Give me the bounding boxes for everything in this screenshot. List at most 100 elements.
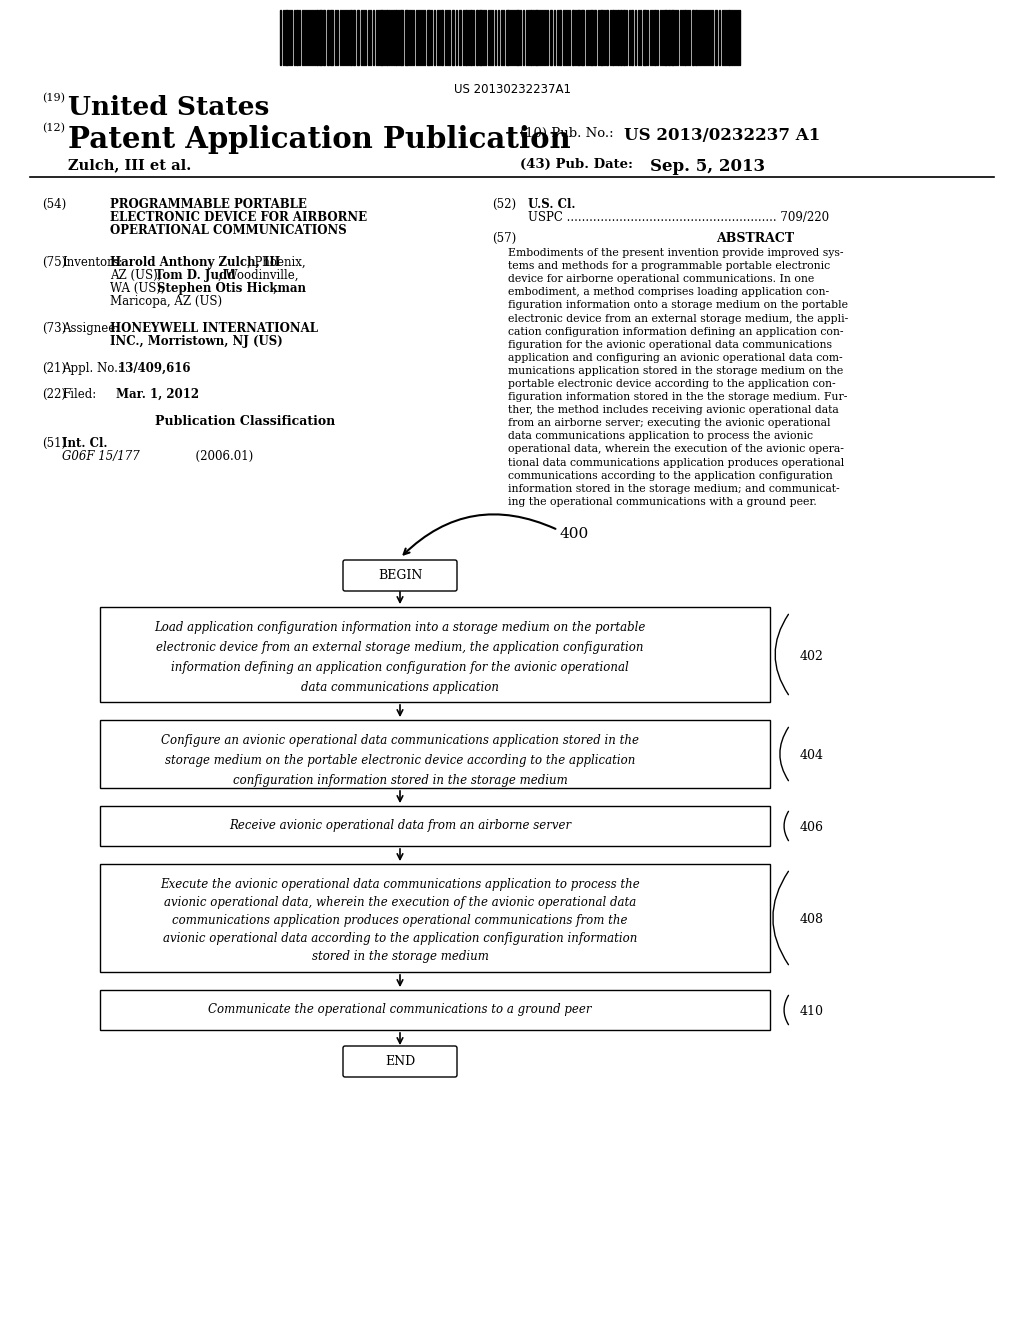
Text: USPC ........................................................ 709/220: USPC ...................................…	[528, 211, 829, 224]
Text: WA (US);: WA (US);	[110, 282, 169, 294]
Bar	[327, 11, 329, 65]
Bar	[100, 607, 770, 702]
Bar	[559, 11, 561, 65]
Text: Zulch, III et al.: Zulch, III et al.	[68, 158, 191, 172]
Text: BEGIN: BEGIN	[378, 569, 422, 582]
Bar	[664, 11, 667, 65]
Bar	[479, 11, 482, 65]
Text: (75): (75)	[42, 256, 67, 269]
Bar	[465, 11, 467, 65]
Bar	[296, 11, 298, 65]
Bar	[100, 865, 770, 972]
Bar	[643, 11, 646, 65]
Bar	[668, 11, 670, 65]
Text: information stored in the storage medium; and communicat-: information stored in the storage medium…	[508, 484, 840, 494]
Text: Stephen Otis Hickman: Stephen Otis Hickman	[157, 282, 306, 294]
Bar	[516, 11, 519, 65]
Text: HONEYWELL INTERNATIONAL: HONEYWELL INTERNATIONAL	[110, 322, 318, 335]
Text: avionic operational data according to the application configuration information: avionic operational data according to th…	[163, 932, 637, 945]
Bar	[684, 11, 686, 65]
Text: Int. Cl.: Int. Cl.	[62, 437, 108, 450]
Bar	[506, 11, 509, 65]
Bar	[695, 11, 697, 65]
Text: munications application stored in the storage medium on the: munications application stored in the st…	[508, 366, 843, 376]
Text: electronic device from an external storage medium, the appli-: electronic device from an external stora…	[508, 314, 848, 323]
Text: avionic operational data, wherein the execution of the avionic operational data: avionic operational data, wherein the ex…	[164, 896, 636, 909]
Bar	[395, 11, 397, 65]
FancyBboxPatch shape	[343, 560, 457, 591]
Text: figuration information onto a storage medium on the portable: figuration information onto a storage me…	[508, 301, 848, 310]
Bar	[692, 11, 694, 65]
Text: Maricopa, AZ (US): Maricopa, AZ (US)	[110, 294, 222, 308]
Text: (22): (22)	[42, 388, 66, 401]
Text: 410: 410	[800, 1005, 824, 1018]
Text: US 2013/0232237 A1: US 2013/0232237 A1	[624, 127, 820, 144]
Text: communications application produces operational communications from the: communications application produces oper…	[172, 913, 628, 927]
Text: from an airborne server; executing the avionic operational: from an airborne server; executing the a…	[508, 418, 830, 428]
Bar	[452, 11, 454, 65]
Text: (21): (21)	[42, 362, 66, 375]
Text: tems and methods for a programmable portable electronic: tems and methods for a programmable port…	[508, 261, 830, 271]
Text: (2006.01): (2006.01)	[158, 450, 253, 463]
Bar	[623, 11, 625, 65]
Text: Filed:: Filed:	[62, 388, 96, 401]
Text: U.S. Cl.: U.S. Cl.	[528, 198, 575, 211]
Bar	[572, 11, 574, 65]
Bar	[100, 719, 770, 788]
Bar	[671, 11, 674, 65]
Bar	[530, 11, 532, 65]
Bar	[441, 11, 443, 65]
Text: figuration for the avionic operational data communications: figuration for the avionic operational d…	[508, 339, 831, 350]
Text: , Phoenix,: , Phoenix,	[247, 256, 305, 269]
Bar	[100, 990, 770, 1030]
Text: (19): (19)	[42, 92, 65, 103]
Text: PROGRAMMABLE PORTABLE: PROGRAMMABLE PORTABLE	[110, 198, 307, 211]
Bar	[470, 11, 472, 65]
Bar	[380, 11, 383, 65]
Text: storage medium on the portable electronic device according to the application: storage medium on the portable electroni…	[165, 754, 635, 767]
Bar	[323, 11, 325, 65]
Bar	[581, 11, 584, 65]
Bar	[715, 11, 717, 65]
Text: Receive avionic operational data from an airborne server: Receive avionic operational data from an…	[229, 820, 571, 833]
Text: 408: 408	[800, 913, 824, 927]
Text: Publication Classification: Publication Classification	[155, 414, 335, 428]
Text: 400: 400	[560, 527, 589, 541]
Text: Execute the avionic operational data communications application to process the: Execute the avionic operational data com…	[160, 878, 640, 891]
Bar	[550, 11, 552, 65]
Bar	[406, 11, 408, 65]
Text: G06F 15/177: G06F 15/177	[62, 450, 139, 463]
Text: portable electronic device according to the application con-: portable electronic device according to …	[508, 379, 836, 389]
Text: (52): (52)	[492, 198, 516, 211]
Text: (57): (57)	[492, 232, 516, 246]
Text: (43) Pub. Date:: (43) Pub. Date:	[520, 158, 633, 172]
Bar	[319, 11, 322, 65]
Text: stored in the storage medium: stored in the storage medium	[311, 950, 488, 964]
Bar	[330, 11, 333, 65]
Text: ELECTRONIC DEVICE FOR AIRBORNE: ELECTRONIC DEVICE FOR AIRBORNE	[110, 211, 368, 224]
Bar	[535, 11, 538, 65]
Text: device for airborne operational communications. In one: device for airborne operational communic…	[508, 275, 814, 284]
Text: ther, the method includes receiving avionic operational data: ther, the method includes receiving avio…	[508, 405, 839, 416]
Bar	[316, 11, 318, 65]
Text: electronic device from an external storage medium, the application configuration: electronic device from an external stora…	[157, 642, 644, 653]
Text: Appl. No.:: Appl. No.:	[62, 362, 126, 375]
Text: OPERATIONAL COMMUNICATIONS: OPERATIONAL COMMUNICATIONS	[110, 224, 347, 238]
Bar	[386, 11, 388, 65]
Bar	[400, 11, 403, 65]
Text: Embodiments of the present invention provide improved sys-: Embodiments of the present invention pro…	[508, 248, 844, 257]
Text: US 20130232237A1: US 20130232237A1	[454, 83, 570, 96]
Bar	[594, 11, 596, 65]
Bar	[427, 11, 430, 65]
Text: Tom D. Judd: Tom D. Judd	[155, 269, 236, 282]
Text: Mar. 1, 2012: Mar. 1, 2012	[116, 388, 199, 401]
Bar	[459, 11, 461, 65]
Bar	[350, 11, 352, 65]
Bar	[590, 11, 593, 65]
Text: figuration information stored in the the storage medium. Fur-: figuration information stored in the the…	[508, 392, 848, 403]
Text: information defining an application configuration for the avionic operational: information defining an application conf…	[171, 661, 629, 675]
Text: 13/409,616: 13/409,616	[118, 362, 191, 375]
Text: Sep. 5, 2013: Sep. 5, 2013	[650, 158, 765, 176]
Bar	[600, 11, 603, 65]
Text: Load application configuration information into a storage medium on the portable: Load application configuration informati…	[155, 620, 646, 634]
